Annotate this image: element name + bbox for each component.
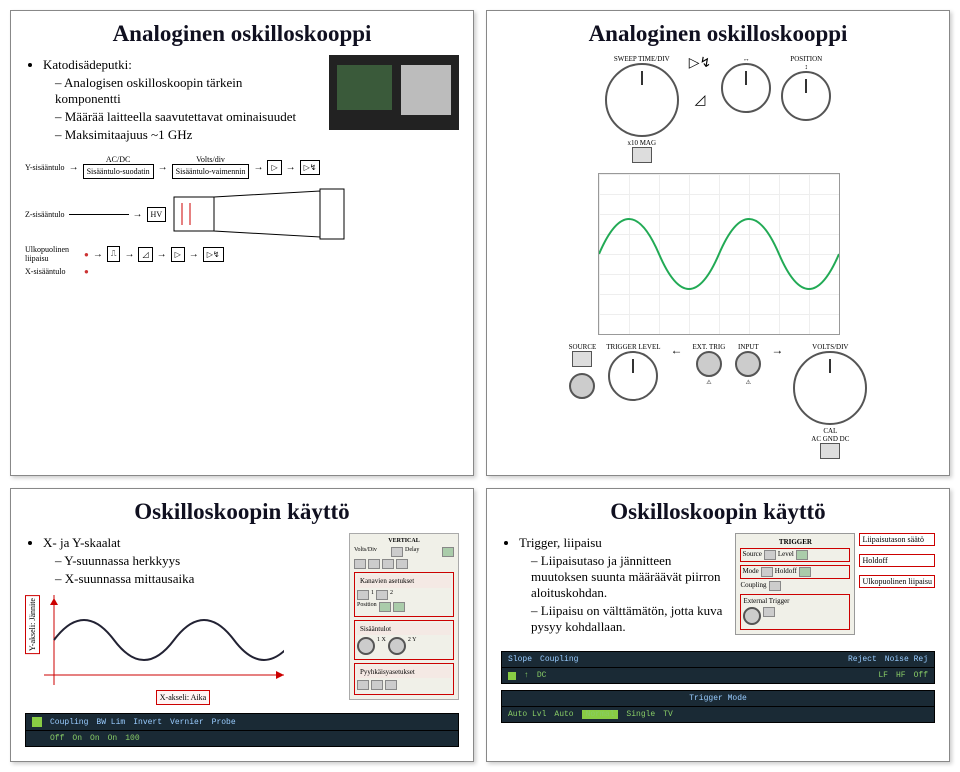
amp2-icon: ▷↯ — [300, 160, 321, 175]
volts-dial[interactable] — [793, 351, 867, 425]
box-hv: HV — [147, 207, 167, 222]
waveform-sketch — [44, 595, 284, 685]
trig-level-dial[interactable] — [608, 351, 658, 401]
sub2: Määrää laitteella saavutettavat ominaisu… — [55, 109, 309, 125]
br-sub1: Liipaisutaso ja jännitteen muutoksen suu… — [531, 553, 727, 601]
bl-sub2: X-suunnassa mittausaika — [55, 571, 341, 587]
ext-trig-conn[interactable] — [696, 351, 722, 377]
ramp-icon: ◿ — [138, 247, 152, 262]
hw-strip-br1: Slope Coupling Reject Noise Rej — [501, 651, 935, 668]
osc-screen — [598, 173, 840, 335]
block-diagram: Y-sisääntulo → AC/DC Sisääntulo-suodatin… — [25, 155, 459, 276]
lbl-sisaan: Sisääntulot — [357, 623, 451, 635]
hw-strip-br2: Trigger Mode — [501, 690, 935, 707]
callout-taso: Liipaisutason säätö — [859, 533, 935, 546]
sub3: Maksimitaajuus ~1 GHz — [55, 127, 309, 143]
y-axis-label: Y-akseli: Jännite — [25, 595, 40, 654]
panel-top-right: Analoginen oskilloskooppi SWEEP TIME/DIV… — [486, 10, 950, 476]
hw-strip-br2b: Auto Lvl Auto Normal Single TV — [501, 707, 935, 723]
lbl-exttrig: EXT. TRIG — [693, 343, 726, 351]
vpos-dial[interactable] — [781, 71, 831, 121]
hw-strip-br1b: ↑ DC LF HF Off — [501, 668, 935, 684]
lbl-vertical: VERTICAL — [354, 538, 454, 545]
coupling-sw[interactable] — [820, 443, 840, 459]
input-conn[interactable] — [735, 351, 761, 377]
lbl-acdc: AC/DC — [83, 155, 154, 164]
crt-icon — [170, 189, 350, 239]
ext-connector[interactable] — [569, 373, 595, 399]
lbl-source: SOURCE — [569, 343, 597, 351]
lbl-zin: Z-sisääntulo — [25, 210, 65, 219]
hw-strip-bl2: Off On On On 100 — [25, 731, 459, 747]
lbl-voltsdiv: Volts/div — [172, 155, 250, 164]
hw-strip-bl: Coupling BW Lim Invert Vernier Probe — [25, 713, 459, 731]
source-sw[interactable] — [572, 351, 592, 367]
trigger-ctrl-panel: TRIGGER Source Level Mode Holdoff Coupli… — [735, 533, 855, 635]
amp4-icon: ▷↯ — [203, 247, 224, 262]
lbl-pyyh: Pyyhkäisyasetukset — [357, 666, 451, 678]
x10-button[interactable] — [632, 147, 652, 163]
amp3-icon: ▷ — [171, 247, 185, 262]
slide-grid: Analoginen oskilloskooppi Katodisädeputk… — [10, 10, 950, 762]
box-filter: Sisääntulo-suodatin — [83, 164, 154, 179]
bullets-tl: Katodisädeputki: Analogisen oskilloskoop… — [25, 57, 309, 143]
lbl-pos: POSITION — [781, 55, 831, 63]
panel-bottom-right: Oskilloskoopin käyttö Trigger, liipaisu … — [486, 488, 950, 762]
sub1: Analogisen oskilloskoopin tärkein kompon… — [55, 75, 309, 107]
lbl-volts: VOLTS/DIV — [793, 343, 867, 351]
br-heading: Trigger, liipaisu — [519, 535, 727, 551]
scope-photo — [329, 55, 459, 130]
br-sub2: Liipaisu on välttämätön, jotta kuva pysy… — [531, 603, 727, 635]
lbl-acdcgnd: AC GND DC — [793, 435, 867, 443]
lbl-xin: X-sisääntulo — [25, 267, 80, 276]
bullet-heading: Katodisädeputki: — [43, 57, 309, 73]
amp1-icon: ▷ — [267, 160, 281, 175]
lbl-kanavien: Kanavien asetukset — [357, 575, 451, 587]
vertical-ctrl-panel: VERTICAL Volts/DivDelay Kanavien asetuks… — [349, 533, 459, 700]
lbl-input: INPUT — [735, 343, 761, 351]
lbl-trigger: TRIGGER — [740, 538, 850, 546]
panel-bottom-left: Oskilloskoopin käyttö X- ja Y-skaalat Y-… — [10, 488, 474, 762]
x-axis-label: X-akseli: Aika — [156, 690, 210, 705]
lbl-sweep: SWEEP TIME/DIV — [605, 55, 679, 63]
title-tr: Analoginen oskilloskooppi — [501, 21, 935, 47]
callout-holdoff: Holdoff — [859, 554, 935, 567]
title-br: Oskilloskoopin käyttö — [501, 499, 935, 525]
lbl-yin: Y-sisääntulo — [25, 163, 65, 172]
lbl-x10: x10 MAG — [605, 139, 679, 147]
callout-ulko: Ulkopuolinen liipaisu — [859, 575, 935, 588]
panel-top-left: Analoginen oskilloskooppi Katodisädeputk… — [10, 10, 474, 476]
bl-sub1: Y-suunnassa herkkyys — [55, 553, 341, 569]
title-bl: Oskilloskoopin käyttö — [25, 499, 459, 525]
hpos-dial[interactable] — [721, 63, 771, 113]
title-tl: Analoginen oskilloskooppi — [25, 21, 459, 47]
lbl-trig: TRIGGER LEVEL — [606, 343, 660, 351]
sweep-dial[interactable] — [605, 63, 679, 137]
bl-heading: X- ja Y-skaalat — [43, 535, 341, 551]
lbl-ext: Ulkopuolinen liipaisu — [25, 245, 80, 263]
lbl-cal: CAL — [793, 427, 867, 435]
box-atten: Sisääntulo-vaimennin — [172, 164, 250, 179]
trigger-icon: ⎍ — [107, 246, 121, 262]
